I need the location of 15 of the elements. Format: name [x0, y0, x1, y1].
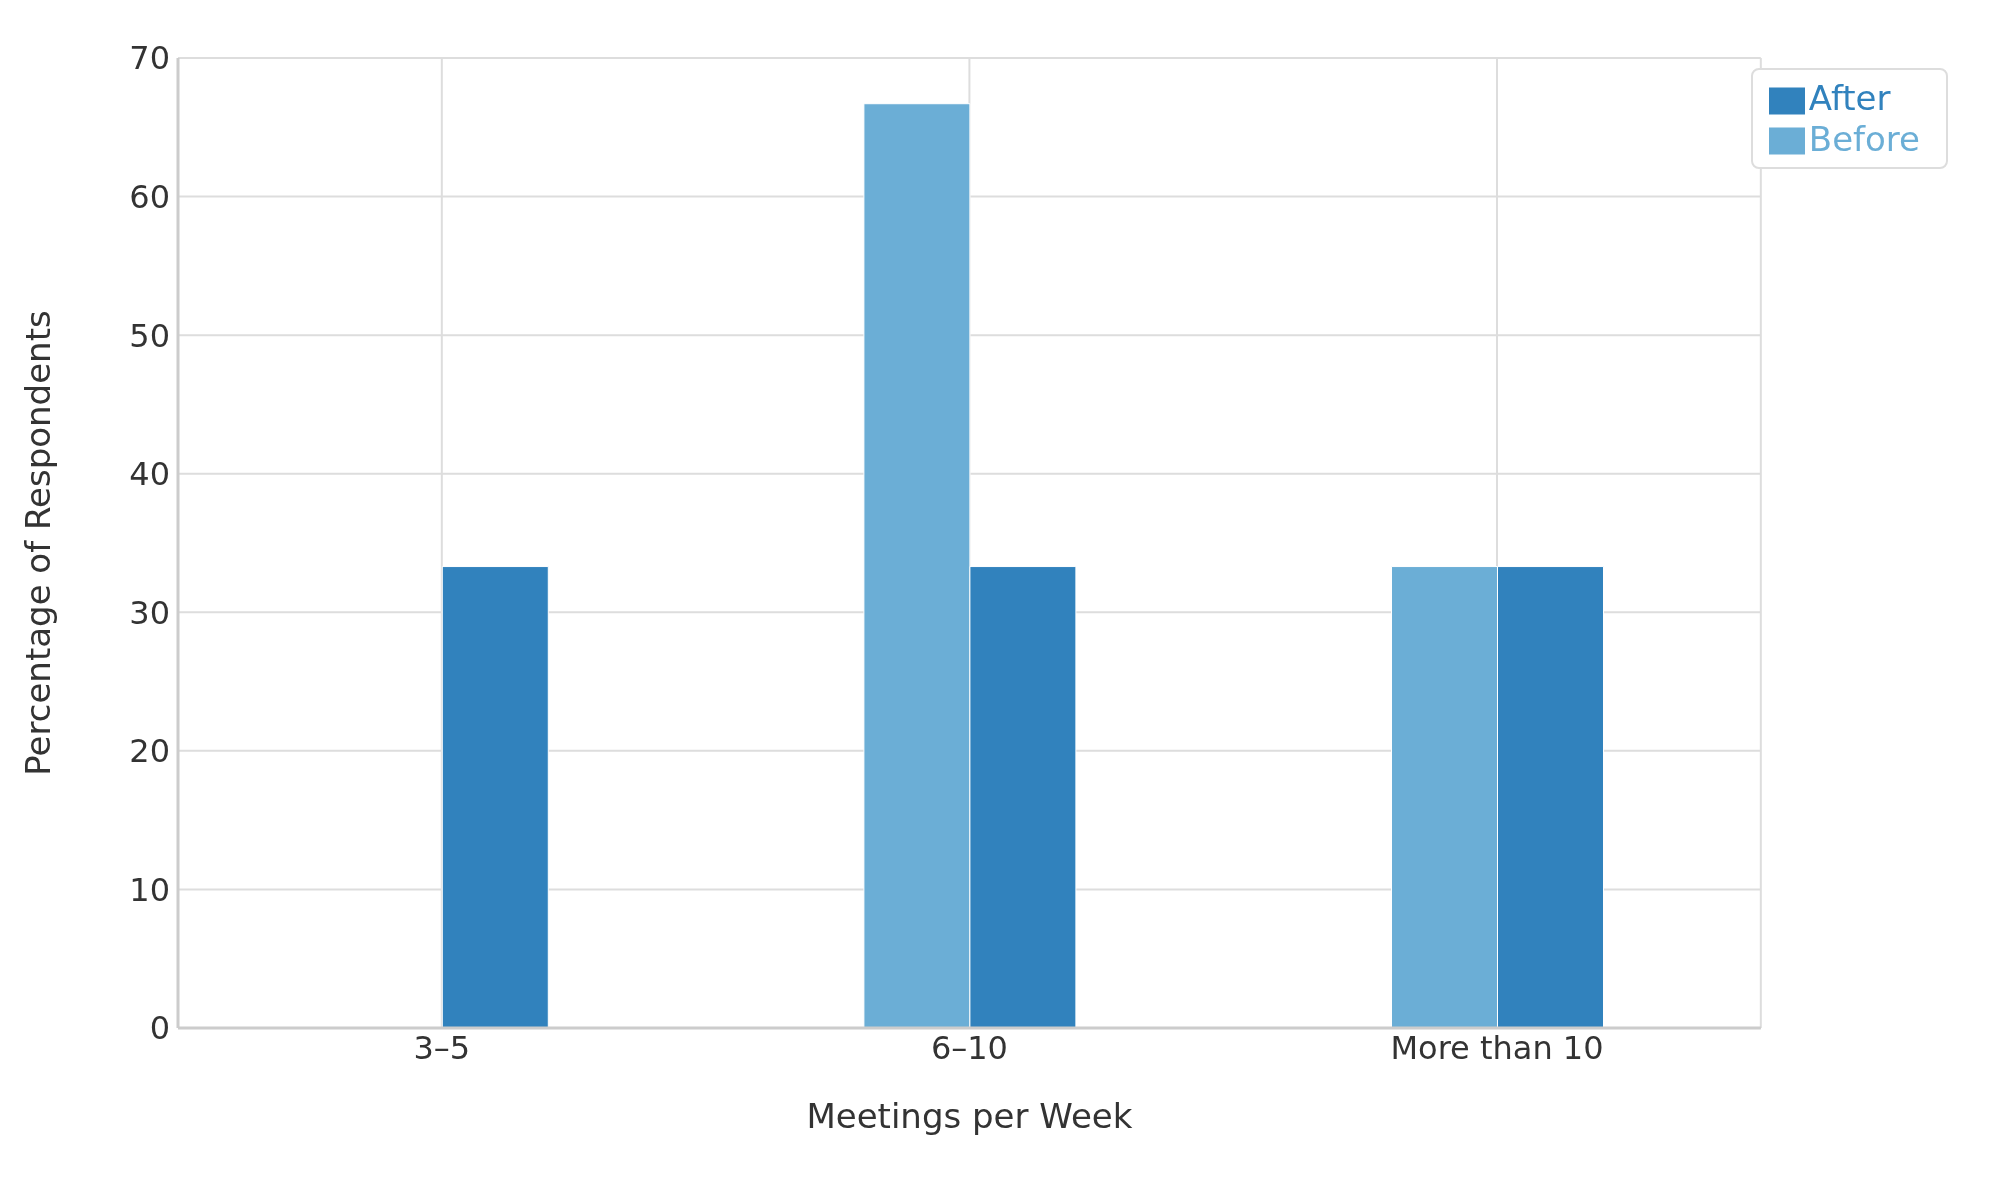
y-tick-label: 30	[129, 593, 170, 632]
y-tick-label: 60	[129, 177, 170, 216]
x-tick-label: 3–5	[413, 1028, 471, 1067]
y-tick-label: 70	[129, 39, 170, 78]
y-tick-label: 50	[129, 316, 170, 355]
y-tick-label: 10	[129, 870, 170, 909]
legend-label: Before	[1808, 118, 1920, 159]
y-tick-label: 40	[129, 455, 170, 494]
x-tick-label: More than 10	[1390, 1028, 1604, 1067]
x-axis-title: Meetings per Week	[806, 1096, 1133, 1136]
y-axis-title: Percentage of Respondents	[18, 310, 59, 776]
x-tick-label: 6–10	[930, 1028, 1008, 1067]
legend-label: After	[1808, 78, 1891, 118]
y-tick-label: 20	[129, 732, 170, 771]
y-tick-label: 0	[149, 1009, 170, 1048]
